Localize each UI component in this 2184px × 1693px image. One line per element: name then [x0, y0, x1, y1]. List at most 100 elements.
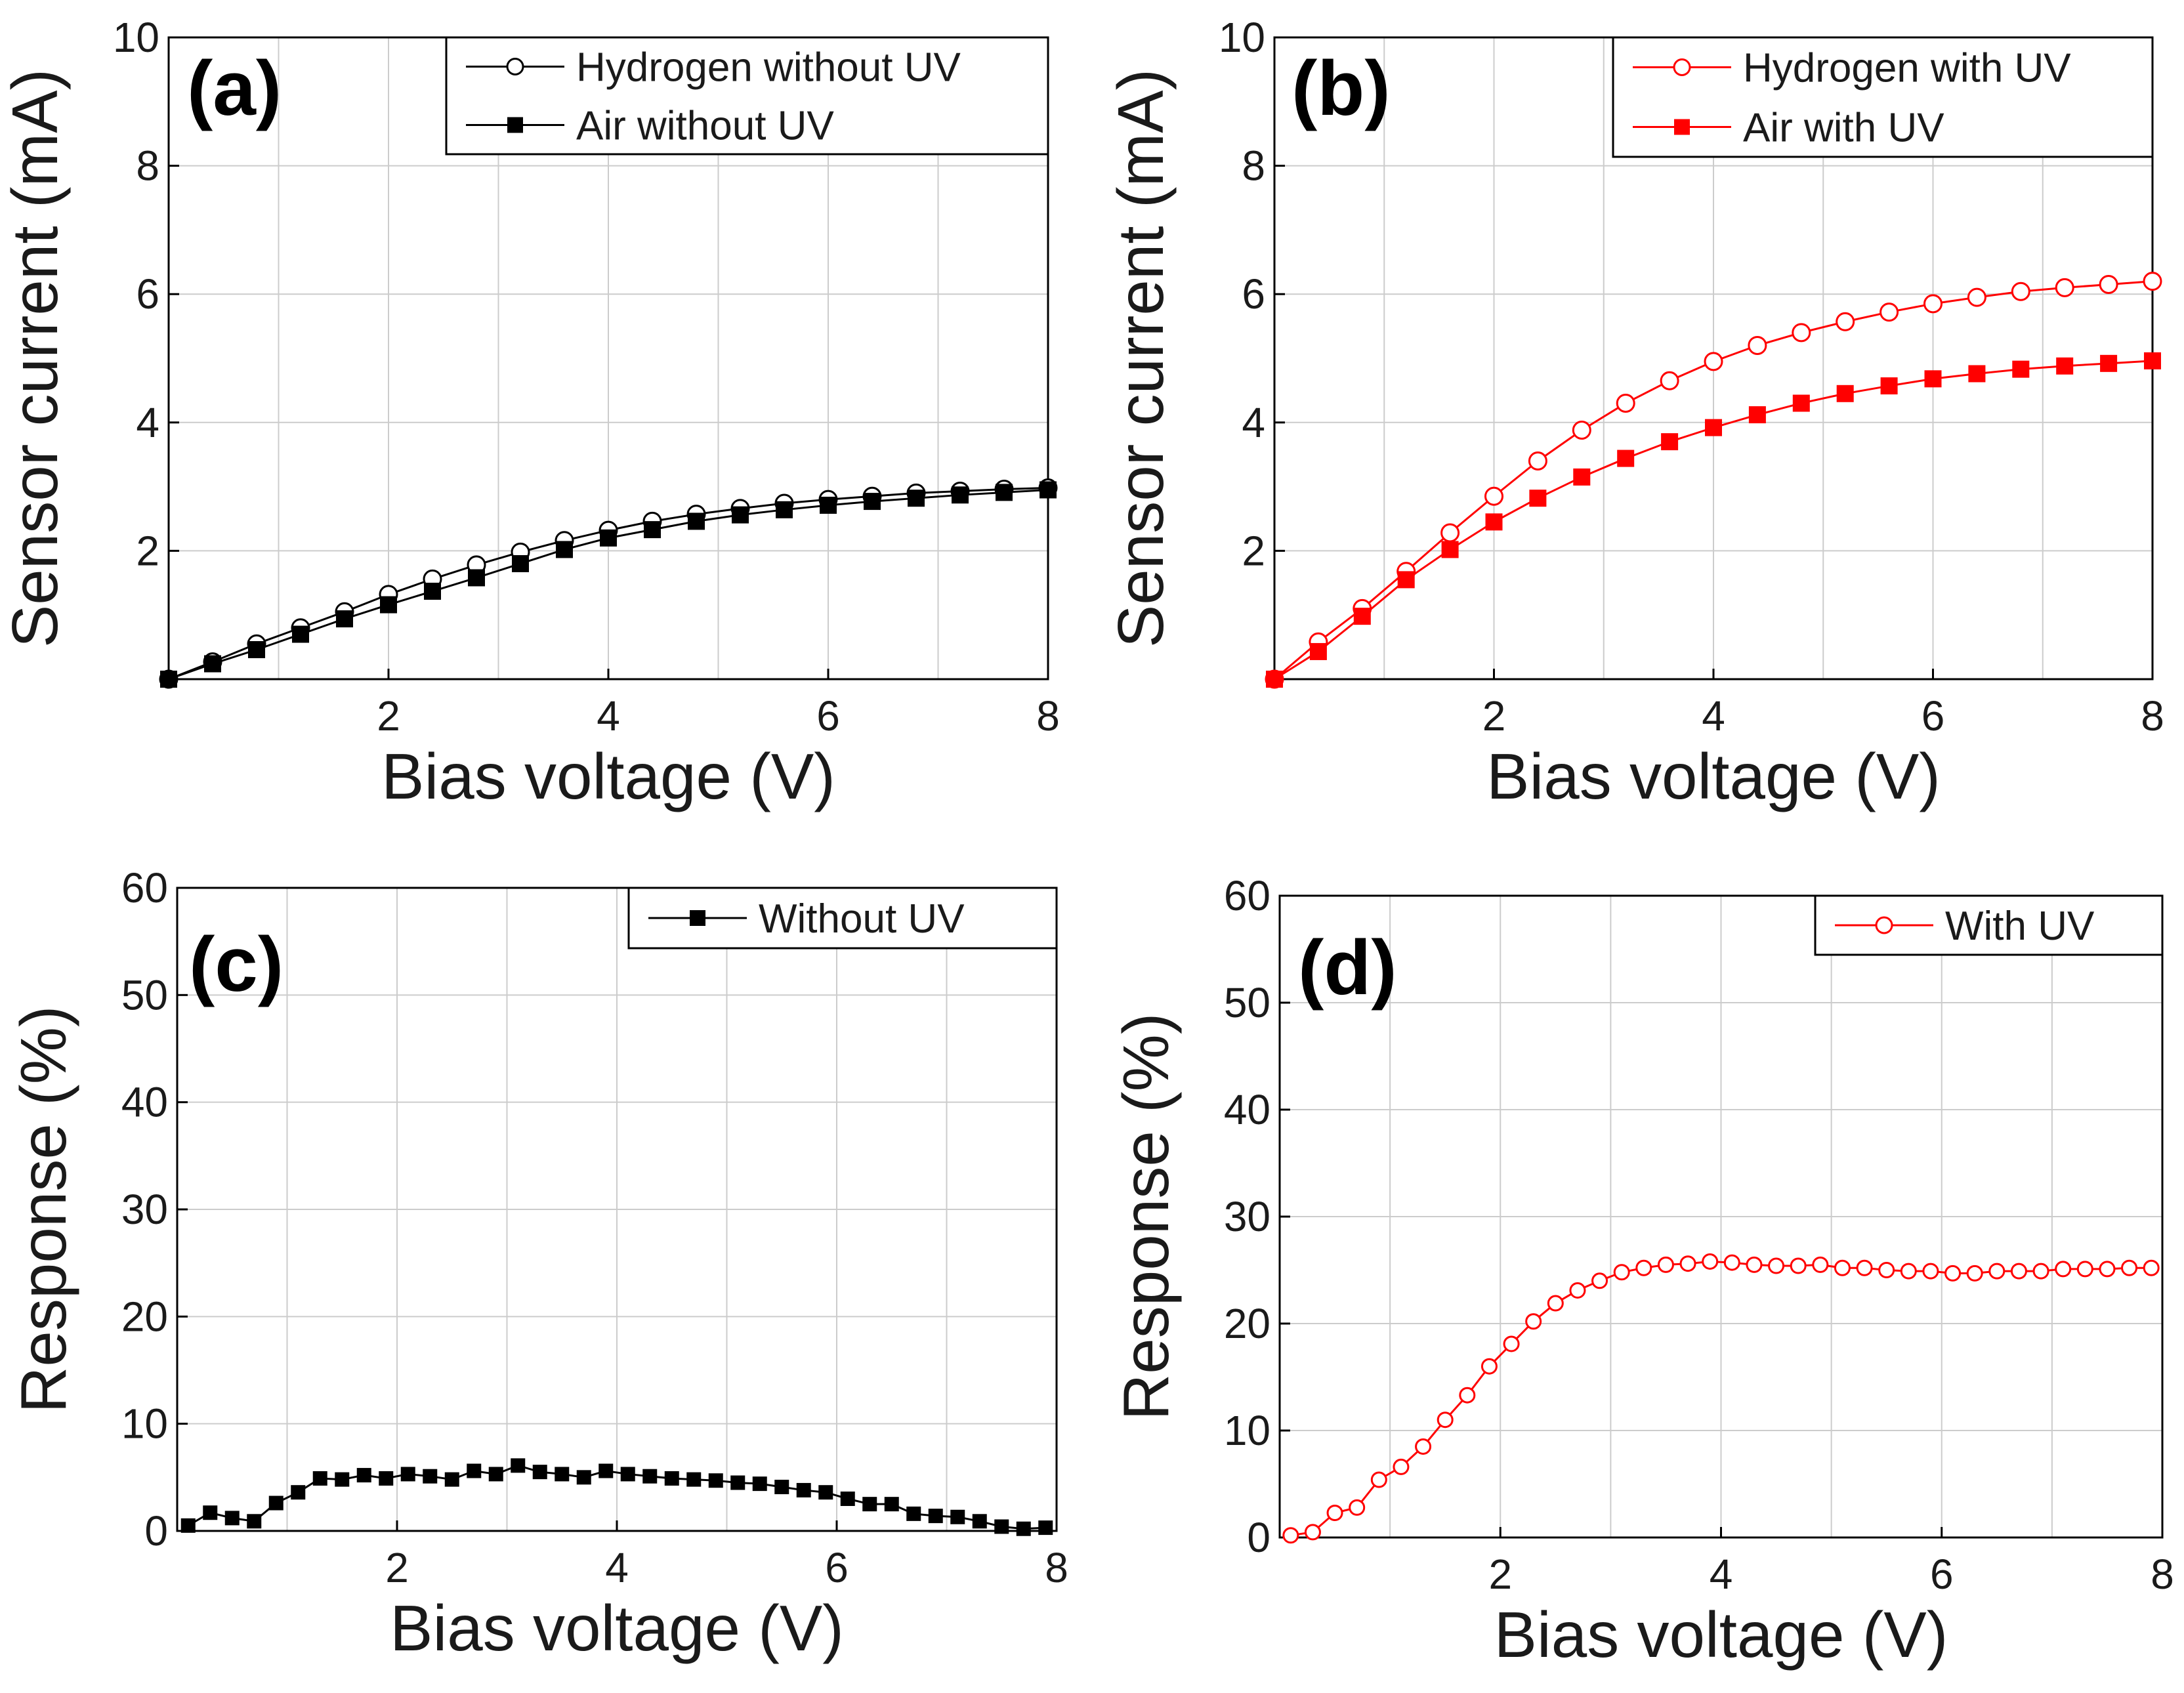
data-point: [950, 1509, 965, 1524]
panel-label: (b): [1292, 45, 1391, 132]
data-point: [424, 583, 441, 600]
data-point: [776, 501, 793, 518]
data-point: [1617, 449, 1635, 467]
series-hydrogen-with-uv: [1265, 272, 2162, 689]
data-point: [1922, 1263, 1939, 1280]
y-tick-label: 10: [1224, 1407, 1270, 1454]
data-point: [996, 484, 1013, 501]
data-point: [1768, 1257, 1785, 1274]
data-point: [1529, 490, 1547, 507]
data-point: [1723, 1254, 1740, 1271]
legend: Hydrogen without UV Air without UV: [445, 36, 1049, 156]
x-tick-label: 2: [385, 1544, 409, 1591]
x-tick-label: 4: [1710, 1551, 1733, 1598]
data-point: [380, 596, 397, 614]
data-point: [291, 1485, 306, 1500]
data-point: [1349, 1499, 1366, 1516]
data-point: [468, 569, 485, 587]
data-point: [1441, 541, 1459, 558]
data-point: [1705, 419, 1722, 436]
data-point: [862, 1497, 877, 1512]
data-point: [1309, 642, 1327, 660]
data-point: [600, 529, 617, 547]
panel-label: (a): [187, 45, 282, 132]
data-point: [204, 655, 221, 673]
data-point: [203, 1505, 218, 1520]
data-point: [248, 641, 265, 659]
data-point: [864, 493, 881, 511]
data-point: [512, 554, 529, 572]
data-point: [1792, 323, 1811, 343]
data-point: [224, 1511, 240, 1526]
data-point: [1880, 377, 1898, 395]
data-point: [1304, 1524, 1321, 1541]
y-tick-label: 10: [1219, 14, 1265, 61]
data-point: [1792, 394, 1810, 412]
series-line: [187, 1464, 1046, 1530]
data-point: [1836, 385, 1854, 402]
data-point: [160, 671, 177, 688]
series-air-with-uv: [1266, 352, 2161, 688]
legend: Without UV: [627, 887, 1058, 950]
data-point: [1657, 1256, 1674, 1273]
data-point: [1660, 371, 1679, 390]
x-tick-label: 6: [825, 1544, 849, 1591]
data-point: [532, 1465, 547, 1480]
y-tick-label: 30: [121, 1186, 168, 1233]
legend-entry: Hydrogen without UV: [576, 45, 961, 91]
data-point: [732, 506, 749, 524]
data-point: [1528, 451, 1547, 470]
y-tick-label: 4: [136, 399, 159, 446]
data-point: [1834, 1259, 1851, 1276]
y-tick-label: 10: [113, 14, 159, 61]
y-tick-label: 30: [1224, 1193, 1270, 1240]
data-point: [730, 1475, 746, 1490]
x-tick-label: 8: [1036, 692, 1060, 740]
data-point: [952, 486, 969, 504]
data-point: [1547, 1295, 1564, 1312]
x-axis-label: Bias voltage (V): [1486, 740, 1941, 812]
data-point: [1397, 571, 1415, 589]
data-point: [423, 1469, 438, 1484]
data-point: [818, 1485, 833, 1500]
data-point: [1661, 433, 1679, 451]
data-point: [180, 1518, 196, 1533]
x-tick-label: 8: [2141, 692, 2164, 740]
x-tick-label: 8: [1045, 1544, 1068, 1591]
data-point: [467, 1463, 482, 1478]
legend-marker: [1674, 119, 1690, 135]
legend-entry: Air with UV: [1743, 106, 1944, 151]
legend-box: [445, 36, 1049, 156]
data-point: [2121, 1259, 2138, 1276]
data-point: [2056, 357, 2074, 375]
data-point: [576, 1470, 591, 1485]
data-point: [400, 1467, 415, 1482]
panel-label: (c): [189, 921, 284, 1008]
data-point: [1459, 1387, 1476, 1404]
data-point: [1393, 1458, 1410, 1475]
data-point: [796, 1482, 811, 1497]
data-point: [774, 1480, 789, 1495]
data-point: [686, 1472, 702, 1487]
data-point: [1485, 513, 1503, 531]
y-tick-label: 6: [136, 270, 159, 318]
data-point: [247, 1514, 262, 1529]
x-tick-label: 6: [816, 692, 840, 740]
y-tick-label: 40: [1224, 1086, 1270, 1133]
data-point: [1572, 421, 1591, 440]
y-tick-label: 40: [121, 1079, 168, 1126]
data-point: [1016, 1521, 1031, 1536]
data-point: [642, 1469, 658, 1484]
series-air-without-uv: [160, 481, 1057, 688]
x-tick-label: 4: [597, 692, 620, 740]
y-tick-label: 20: [121, 1293, 168, 1340]
y-axis-label: Response (%): [1110, 1013, 1182, 1421]
y-tick-label: 20: [1224, 1300, 1270, 1347]
series-without-uv: [180, 1458, 1053, 1536]
data-point: [2100, 354, 2118, 372]
legend-entry: Hydrogen with UV: [1743, 46, 2071, 91]
y-tick-label: 10: [121, 1400, 168, 1448]
legend-entry: With UV: [1945, 904, 2095, 949]
x-tick-label: 4: [605, 1544, 629, 1591]
data-point: [1573, 468, 1591, 486]
